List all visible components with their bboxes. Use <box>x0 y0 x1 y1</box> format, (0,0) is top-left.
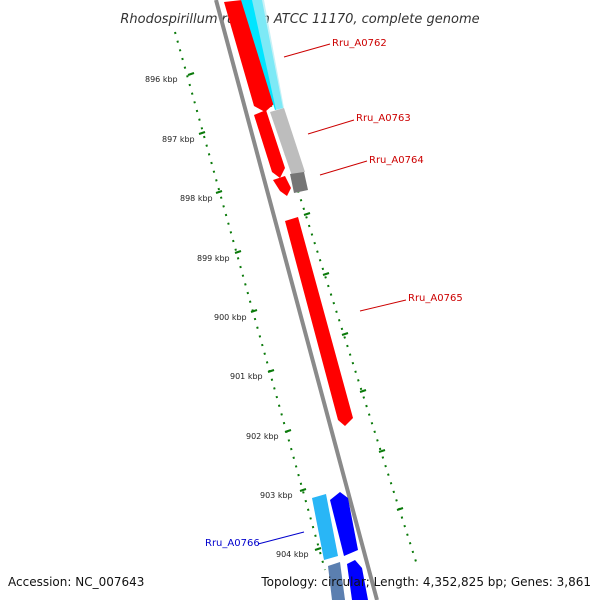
map-title: Rhodospirillum rubrum ATCC 11170, comple… <box>120 12 479 27</box>
gene-rru-a0764[interactable] <box>273 176 291 196</box>
gene-label-leaders <box>257 43 407 545</box>
lower-features <box>312 492 368 600</box>
tick-labels: 896 kbp 897 kbp 898 kbp 899 kbp 900 kbp … <box>145 75 309 559</box>
gene-label[interactable]: Rru_A0762 <box>332 38 387 49</box>
gene-label[interactable]: Rru_A0764 <box>369 155 424 166</box>
gene-labels: Rru_A0762 Rru_A0763 Rru_A0764 Rru_A0765 … <box>205 38 463 549</box>
cyan-highlight <box>252 0 284 110</box>
tick-label: 896 kbp <box>145 75 178 84</box>
tick-label: 901 kbp <box>230 372 263 381</box>
blue-grey-feature <box>328 562 345 600</box>
gene-label[interactable]: Rru_A0766 <box>205 538 260 549</box>
inner-tick-ring <box>174 31 326 571</box>
grey-feature <box>270 108 305 176</box>
gene-label[interactable]: Rru_A0763 <box>356 113 411 124</box>
tick-label: 902 kbp <box>246 432 279 441</box>
reverse-cds-gene[interactable] <box>330 492 358 556</box>
reverse-cds-gene[interactable] <box>347 560 368 600</box>
gene-rru-a0763[interactable] <box>254 110 285 178</box>
tick-label: 899 kbp <box>197 254 230 263</box>
gene-label[interactable]: Rru_A0765 <box>408 293 463 304</box>
genome-backbone <box>214 0 379 600</box>
gene-rru-a0766[interactable] <box>312 494 338 560</box>
tick-label: 900 kbp <box>214 313 247 322</box>
gene-rru-a0765[interactable] <box>285 217 353 426</box>
tick-label: 898 kbp <box>180 194 213 203</box>
topology-label: Topology: circular; Length: 4,352,825 bp… <box>260 575 591 589</box>
inner-major-ticks <box>187 72 322 551</box>
feature-track <box>241 0 308 193</box>
dark-grey-feature <box>290 172 308 193</box>
tick-label: 897 kbp <box>162 135 195 144</box>
forward-cds-track <box>224 0 353 426</box>
tick-label: 904 kbp <box>276 550 309 559</box>
accession-label: Accession: NC_007643 <box>8 575 144 589</box>
tick-label: 903 kbp <box>260 491 293 500</box>
gene-rru-a0762[interactable] <box>224 0 275 112</box>
